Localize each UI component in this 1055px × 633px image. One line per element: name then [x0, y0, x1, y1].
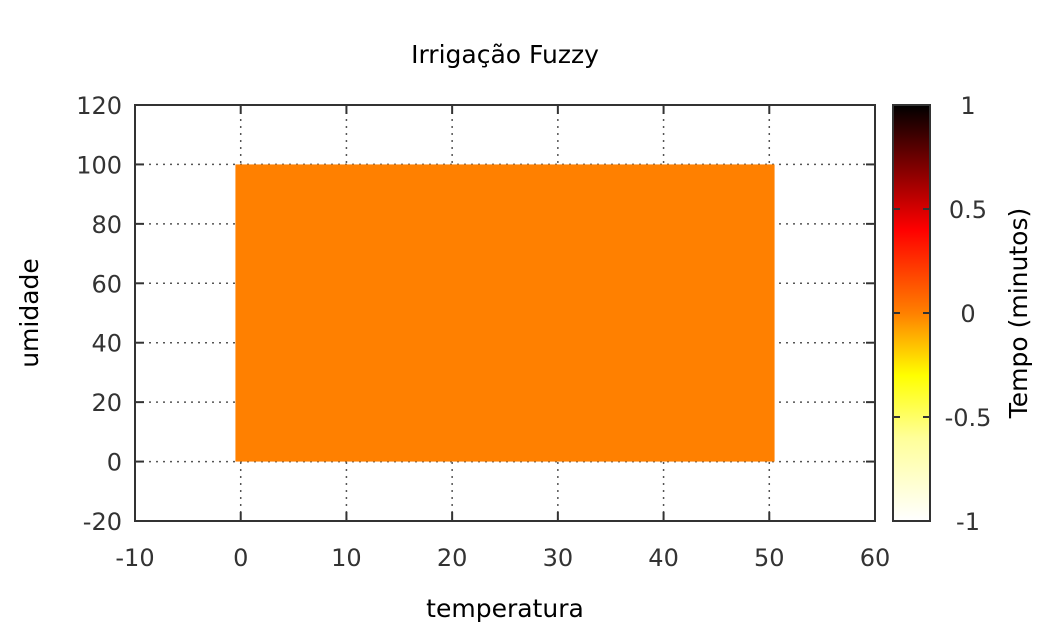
- x-tick-label: 30: [543, 544, 574, 572]
- y-axis-label: umidade: [15, 258, 44, 368]
- y-tick-label: 120: [76, 92, 122, 120]
- colorbar-tick-label: -1: [956, 508, 980, 536]
- y-tick-label: 20: [91, 389, 122, 417]
- plot-frame: [134, 104, 876, 522]
- colorbar-label: Tempo (minutos): [1004, 208, 1033, 420]
- x-tick-label: 50: [754, 544, 785, 572]
- y-tick-label: 0: [107, 449, 122, 477]
- colorbar-tick-label: 0.5: [949, 196, 987, 224]
- y-tick-label: 80: [91, 211, 122, 239]
- y-tick-label: 60: [91, 270, 122, 298]
- x-tick-label: -10: [115, 544, 154, 572]
- colorbar-ticks: [893, 104, 930, 522]
- x-tick-label: 10: [331, 544, 362, 572]
- x-tick-labels: -10 0 10 20 30 40 50 60: [115, 544, 890, 572]
- colorbar-tick-labels: -1 -0.5 0 0.5 1: [945, 92, 992, 536]
- data-region: [235, 164, 775, 462]
- y-tick-label: -20: [83, 508, 122, 536]
- y-tick-label: 100: [76, 151, 122, 179]
- colorbar-tick-label: -0.5: [945, 404, 992, 432]
- y-tick-labels: -20 0 20 40 60 80 100 120: [76, 92, 122, 536]
- x-tick-label: 60: [860, 544, 891, 572]
- chart-title: Irrigação Fuzzy: [411, 40, 599, 69]
- x-axis-label: temperatura: [426, 594, 584, 623]
- colorbar-tick-label: 1: [960, 92, 975, 120]
- x-tick-label: 40: [648, 544, 679, 572]
- y-tick-label: 40: [91, 330, 122, 358]
- colorbar-tick-label: 0: [960, 300, 975, 328]
- x-tick-label: 0: [233, 544, 248, 572]
- x-tick-label: 20: [437, 544, 468, 572]
